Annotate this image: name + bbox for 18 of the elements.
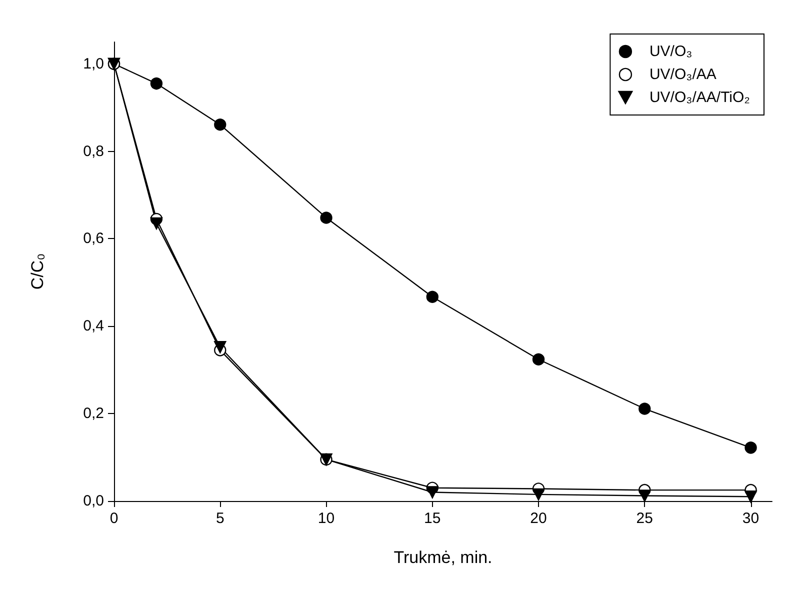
y-tick-label: 0,4 (83, 318, 104, 335)
x-axis-title: Trukmė, min. (394, 548, 492, 567)
x-tick-label: 0 (110, 510, 118, 527)
y-tick-label: 0,6 (83, 230, 104, 248)
x-tick-label: 15 (424, 510, 441, 527)
x-tick-label: 10 (318, 510, 335, 527)
x-tick-label: 30 (742, 510, 760, 527)
y-tick-label: 0,0 (83, 492, 104, 510)
y-tick-label: 1,0 (83, 55, 104, 72)
x-tick-label: 5 (216, 510, 224, 527)
x-tick-label: 25 (636, 510, 653, 527)
legend-label: UV/O₃/AA/TiO₂ (649, 89, 750, 106)
legend-label: UV/O₃/AA (649, 66, 716, 83)
x-tick-label: 20 (530, 510, 547, 527)
y-tick-label: 0,8 (83, 142, 104, 160)
y-axis-title: C/C₀ (28, 253, 47, 290)
legend-label: UV/O₃ (649, 43, 692, 60)
y-tick-label: 0,2 (83, 405, 104, 422)
